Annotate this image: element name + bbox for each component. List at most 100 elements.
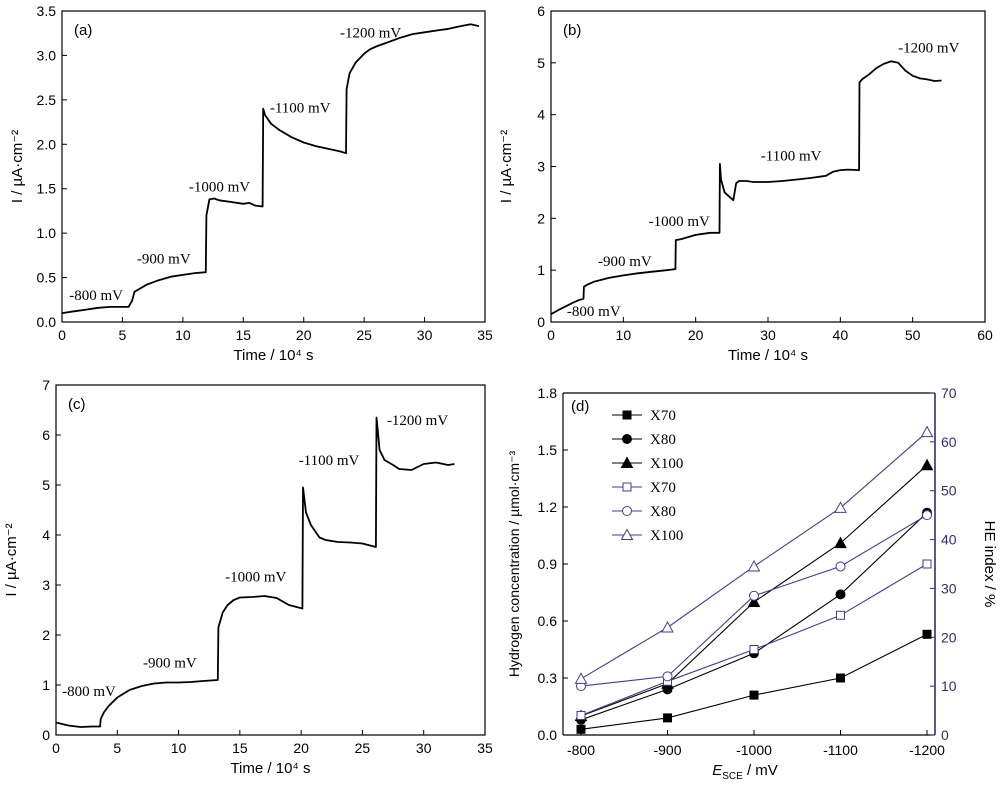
x-axis-label-unit: / mV (743, 762, 778, 779)
marker-triangle (747, 595, 761, 607)
y-tick-label: 2 (537, 210, 545, 226)
x-tick-label: -800 (567, 742, 595, 758)
series-x80-right (576, 510, 932, 692)
legend-label: X70 (650, 480, 676, 496)
x-tick-label: 10 (171, 740, 187, 756)
marker-square (922, 629, 932, 639)
marker-circle (662, 671, 673, 682)
y-tick-label-right: 0 (941, 727, 949, 743)
series-x70-left (576, 629, 932, 734)
x-tick-label: 15 (235, 327, 251, 343)
x-tick-label: 30 (760, 327, 776, 343)
marker-square (663, 713, 672, 723)
x-tick-label: 0 (58, 327, 66, 343)
y-axis-label: I / µA·cm⁻² (9, 130, 26, 203)
marker-triangle (920, 458, 934, 471)
marker-square (836, 610, 845, 620)
y-tick-label: 0.5 (37, 270, 57, 286)
marker-circle (835, 561, 846, 572)
y-tick-label-right: 70 (941, 385, 957, 401)
x-tick-label: 20 (688, 327, 704, 343)
legend: X70 X80 X100 X70 X80 X100 (612, 408, 683, 544)
potential-annotation: -800 mV (62, 684, 116, 700)
panel-label: (c) (68, 396, 86, 413)
y-tick-label: 1 (537, 262, 545, 278)
x-tick-label: 25 (355, 740, 371, 756)
y-tick-label-right: 50 (941, 483, 957, 499)
x-tick-label: 20 (296, 327, 312, 343)
potential-annotation: -1200 mV (898, 40, 959, 56)
panel-label: (a) (74, 22, 92, 39)
x-tick-label: 30 (417, 327, 433, 343)
y-tick-label: 2.0 (37, 136, 57, 152)
x-axis-label: Time / 10⁴ s (233, 347, 313, 364)
potential-annotation: -1000 mV (189, 179, 250, 195)
x-tick-label: 10 (175, 327, 191, 343)
x-tick-label: 40 (833, 327, 849, 343)
potential-annotation: -900 mV (137, 251, 191, 267)
series-line (580, 512, 928, 721)
marker-square (749, 645, 759, 654)
marker-circle (749, 590, 759, 601)
x-tick-label: 60 (977, 327, 993, 343)
potential-annotation: -900 mV (598, 254, 652, 270)
y-tick-label-right: 10 (941, 678, 957, 694)
y-tick-label-left: 1.8 (538, 385, 558, 401)
x-tick-label: 0 (547, 327, 555, 343)
y-tick-label-right: 60 (941, 434, 957, 450)
marker-triangle (834, 501, 847, 513)
x-axis-label-sub: SCE (722, 771, 743, 782)
panel-label: (b) (563, 22, 581, 39)
plot-frame (61, 10, 486, 323)
y-tick-label: 1.0 (37, 225, 57, 241)
legend-label: X80 (650, 504, 676, 520)
marker-square (576, 724, 586, 734)
potential-annotation: -1100 mV (270, 100, 331, 116)
legend-label: X100 (650, 456, 683, 472)
y-axis-label-left: Hydrogen concentration / µmol·cm⁻³ (506, 451, 522, 678)
current-trace (61, 23, 480, 314)
marker-circle (922, 510, 932, 521)
potential-annotation: -900 mV (143, 656, 197, 672)
marker-square (749, 690, 759, 700)
y-tick-label-left: 0.9 (538, 556, 558, 572)
x-tick-label: 35 (477, 327, 493, 343)
potential-annotation: -1000 mV (649, 214, 710, 230)
potential-annotation: -1100 mV (299, 453, 360, 469)
marker-triangle (574, 672, 588, 684)
y-tick-label: 4 (42, 527, 50, 543)
potential-annotation: -1200 mV (340, 26, 401, 42)
marker-triangle (620, 528, 634, 540)
marker-circle (835, 589, 846, 600)
potential-annotation: -1000 mV (225, 570, 286, 586)
x-axis-label-main: E (712, 762, 723, 779)
current-trace (55, 416, 455, 728)
y-tick-label-left: 1.2 (538, 499, 558, 515)
y-tick-label: 3.0 (37, 47, 57, 63)
y-tick-label: 0.0 (37, 314, 57, 330)
marker-circle (622, 434, 632, 444)
y-axis-label-right: HE index / % (981, 521, 998, 608)
plot-frame (55, 384, 486, 736)
marker-triangle (920, 425, 934, 438)
y-axis-label: I / µA·cm⁻² (498, 130, 515, 203)
y-tick-label: 2 (42, 627, 50, 643)
x-axis-label: Time / 10⁴ s (728, 347, 808, 364)
y-tick-label: 1 (42, 677, 50, 693)
x-tick-label: 5 (119, 327, 127, 343)
marker-triangle (747, 559, 761, 572)
marker-triangle (620, 456, 634, 468)
potential-annotation: -1100 mV (761, 148, 822, 164)
current-trace (550, 60, 942, 315)
y-tick-label: 1.5 (37, 181, 57, 197)
y-tick-label-left: 0.0 (538, 727, 558, 743)
series-x100-right (574, 425, 934, 684)
x-tick-label: 50 (905, 327, 921, 343)
panel-b: 0 10 20 30 40 50 60 0 1 2 3 4 5 6 (b) Time / 10⁴ s I / µ… (498, 3, 993, 364)
x-tick-label: 15 (232, 740, 248, 756)
potential-annotation: -800 mV (69, 288, 123, 304)
x-tick-label: 20 (293, 740, 309, 756)
potential-annotation: -800 mV (567, 304, 621, 320)
series-x100-left (574, 458, 934, 721)
y-tick-label: 7 (42, 377, 50, 393)
